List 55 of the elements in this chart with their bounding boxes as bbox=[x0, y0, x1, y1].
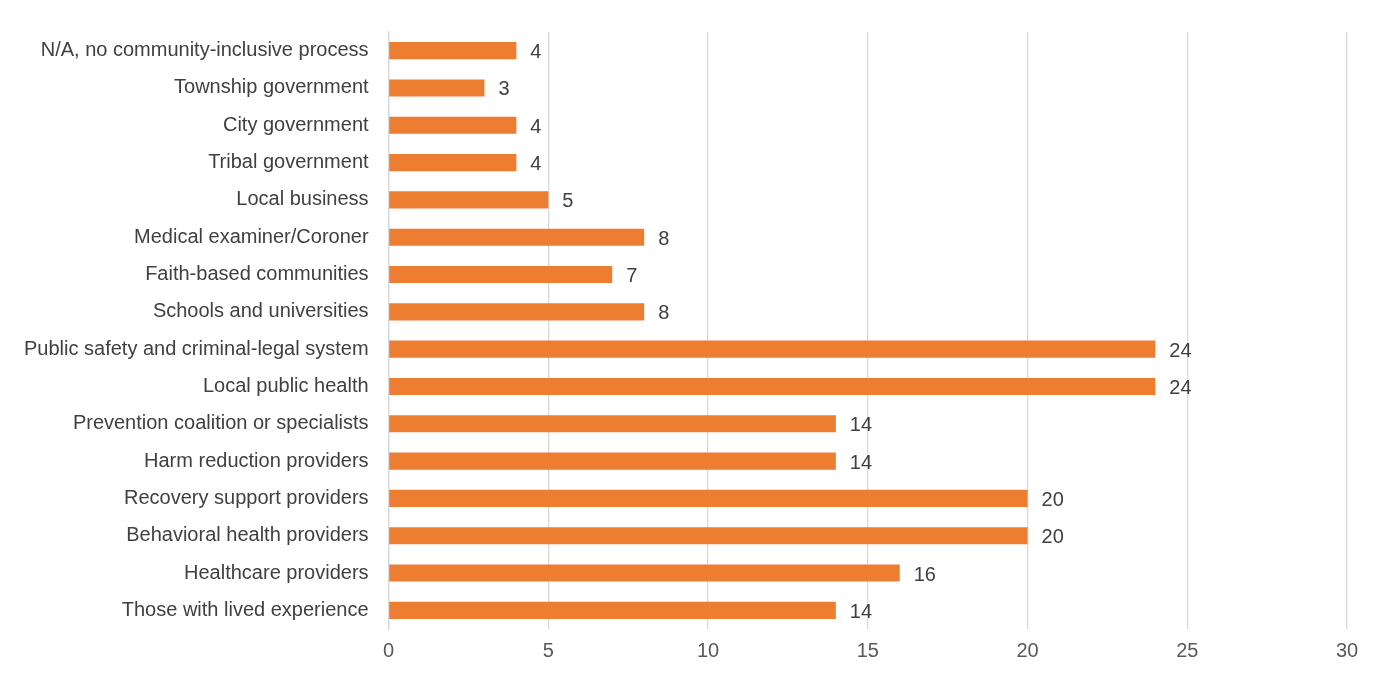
bar bbox=[389, 527, 1028, 545]
bar bbox=[389, 452, 836, 470]
data-label: 4 bbox=[530, 40, 542, 63]
bar bbox=[389, 79, 485, 97]
x-tick-label: 25 bbox=[1176, 638, 1199, 661]
data-label: 16 bbox=[913, 562, 936, 585]
x-tick-label: 0 bbox=[383, 638, 395, 661]
bar bbox=[389, 340, 1156, 358]
x-tick-label: 15 bbox=[856, 638, 879, 661]
x-tick-label: 20 bbox=[1016, 638, 1039, 661]
y-tick-label: Harm reduction providers bbox=[144, 448, 369, 471]
data-label: 20 bbox=[1041, 525, 1064, 548]
y-tick-label: Township government bbox=[174, 75, 370, 98]
bar bbox=[389, 265, 613, 284]
bar bbox=[389, 154, 517, 172]
bar bbox=[389, 377, 1156, 396]
data-label: 4 bbox=[530, 152, 542, 175]
x-tick-label: 10 bbox=[696, 638, 720, 661]
y-tick-label: Faith-based communities bbox=[145, 262, 369, 285]
bar bbox=[389, 303, 645, 321]
y-tick-label: Tribal government bbox=[208, 150, 370, 173]
y-tick-label: Prevention coalition or specialists bbox=[72, 411, 369, 434]
data-label: 5 bbox=[562, 189, 574, 212]
x-tick-label: 5 bbox=[542, 638, 554, 661]
data-label: 14 bbox=[849, 450, 873, 473]
data-label: 24 bbox=[1169, 375, 1192, 398]
bar bbox=[389, 42, 517, 60]
bar bbox=[389, 415, 836, 433]
y-tick-label: Recovery support providers bbox=[124, 485, 369, 508]
y-tick-label: Behavioral health providers bbox=[126, 523, 369, 546]
data-label: 7 bbox=[626, 264, 638, 287]
y-tick-label: Public safety and criminal-legal system bbox=[23, 336, 369, 359]
data-label: 24 bbox=[1169, 338, 1192, 361]
y-tick-label: Schools and universities bbox=[152, 299, 369, 322]
data-label: 20 bbox=[1041, 487, 1064, 510]
y-tick-label: Healthcare providers bbox=[184, 560, 369, 583]
y-tick-label: Those with lived experience bbox=[121, 597, 369, 620]
bar bbox=[389, 489, 1028, 507]
data-label: 14 bbox=[849, 413, 873, 436]
x-tick-label: 30 bbox=[1335, 638, 1359, 661]
data-label: 8 bbox=[658, 301, 670, 324]
data-label: 4 bbox=[530, 114, 542, 137]
data-label: 14 bbox=[849, 599, 873, 622]
y-tick-label: Local business bbox=[236, 187, 369, 210]
y-tick-label: N/A, no community-inclusive process bbox=[40, 38, 369, 61]
y-tick-label: Local public health bbox=[202, 373, 369, 396]
data-label: 3 bbox=[498, 77, 510, 100]
bar bbox=[389, 116, 517, 134]
bar bbox=[389, 191, 549, 209]
bar bbox=[389, 601, 836, 619]
y-tick-label: Medical examiner/Coroner bbox=[134, 224, 369, 247]
bar bbox=[389, 228, 645, 246]
bar bbox=[389, 564, 900, 582]
data-label: 8 bbox=[658, 226, 670, 249]
y-tick-label: City government bbox=[222, 112, 370, 135]
